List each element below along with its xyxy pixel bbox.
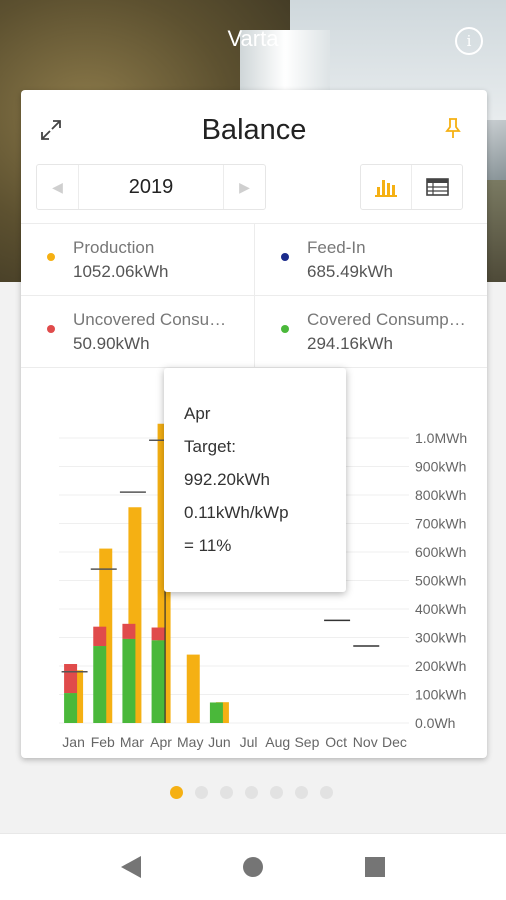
x-tick-label: Oct [325, 734, 347, 750]
stat-covered-consumption[interactable]: Covered Consump… 294.16kWh [254, 296, 487, 368]
page-dot[interactable] [220, 786, 233, 799]
stat-value: 50.90kWh [73, 334, 150, 354]
covered-consumption-bar [122, 639, 135, 723]
y-tick-label: 900kWh [415, 459, 466, 475]
covered-consumption-bar [152, 640, 165, 723]
y-tick-label: 400kWh [415, 601, 466, 617]
x-tick-label: Mar [120, 734, 144, 750]
x-tick-label: May [177, 734, 203, 750]
tooltip-specific-yield: 0.11kWh/kWp [184, 503, 289, 523]
production-legend-dot [47, 253, 55, 261]
stat-production[interactable]: Production 1052.06kWh [21, 224, 254, 296]
info-icon[interactable]: i [455, 27, 483, 55]
back-icon[interactable] [121, 856, 141, 878]
uncovered-consumption-bar [93, 627, 106, 646]
x-tick-label: Jan [62, 734, 85, 750]
covered-legend-dot [281, 325, 289, 333]
page-dot[interactable] [170, 786, 183, 799]
y-tick-label: 600kWh [415, 544, 466, 560]
stat-uncovered-consumption[interactable]: Uncovered Consu… 50.90kWh [21, 296, 254, 368]
stat-feed-in[interactable]: Feed-In 685.49kWh [254, 224, 487, 296]
y-tick-label: 300kWh [415, 630, 466, 646]
y-tick-label: 1.0MWh [415, 430, 467, 446]
stat-label: Production [73, 238, 245, 258]
covered-consumption-bar [93, 646, 106, 723]
y-tick-label: 0.0Wh [415, 715, 455, 731]
y-tick-label: 500kWh [415, 573, 466, 589]
x-tick-label: Dec [382, 734, 407, 750]
home-icon[interactable] [243, 857, 263, 877]
stat-value: 294.16kWh [307, 334, 393, 354]
stat-label: Covered Consump… [307, 310, 479, 330]
tooltip-target-value: 992.20kWh [184, 470, 270, 490]
page-dot[interactable] [245, 786, 258, 799]
tooltip-target-label: Target: [184, 437, 236, 457]
page-dot[interactable] [195, 786, 208, 799]
system-navigation-bar [0, 833, 506, 900]
chart-view-button[interactable] [361, 165, 412, 209]
x-tick-label: Feb [91, 734, 115, 750]
card-title: Balance [21, 114, 487, 147]
table-icon [412, 165, 463, 209]
stat-value: 1052.06kWh [73, 262, 168, 282]
stat-label: Uncovered Consu… [73, 310, 245, 330]
app-title: Varta [0, 26, 506, 52]
stats-grid: Production 1052.06kWh Feed-In 685.49kWh … [21, 223, 487, 367]
page-dot[interactable] [270, 786, 283, 799]
y-tick-label: 700kWh [415, 516, 466, 532]
pin-icon[interactable] [441, 116, 465, 140]
tooltip-percent: = 11% [184, 536, 231, 556]
x-tick-label: Jun [208, 734, 231, 750]
y-tick-label: 100kWh [415, 687, 466, 703]
uncovered-consumption-bar [64, 664, 77, 693]
tooltip-month: Apr [184, 404, 210, 424]
x-tick-label: Jul [240, 734, 258, 750]
recent-apps-icon[interactable] [365, 857, 385, 877]
chart-tooltip: Apr Target: 992.20kWh 0.11kWh/kWp = 11% [164, 368, 346, 592]
bar-chart-icon [361, 165, 412, 209]
y-tick-label: 200kWh [415, 658, 466, 674]
y-tick-label: 800kWh [415, 487, 466, 503]
year-selector: ◀ 2019 ▶ [36, 164, 266, 210]
covered-consumption-bar [210, 702, 223, 723]
stat-value: 685.49kWh [307, 262, 393, 282]
stat-label: Feed-In [307, 238, 479, 258]
balance-card: Balance ◀ 2019 ▶ [21, 90, 487, 758]
previous-year-button[interactable]: ◀ [37, 165, 79, 209]
covered-consumption-bar [64, 693, 77, 723]
x-tick-label: Nov [353, 734, 378, 750]
page-dot[interactable] [320, 786, 333, 799]
production-bar [187, 655, 200, 723]
uncovered-consumption-bar [152, 628, 165, 641]
table-view-button[interactable] [412, 165, 463, 209]
uncovered-consumption-bar [122, 624, 135, 639]
x-tick-label: Aug [265, 734, 290, 750]
feed-in-legend-dot [281, 253, 289, 261]
year-label: 2019 [79, 165, 223, 209]
x-tick-label: Sep [294, 734, 319, 750]
next-year-button[interactable]: ▶ [223, 165, 265, 209]
x-tick-label: Apr [150, 734, 172, 750]
view-switcher [360, 164, 463, 210]
uncovered-legend-dot [47, 325, 55, 333]
page-dot[interactable] [295, 786, 308, 799]
